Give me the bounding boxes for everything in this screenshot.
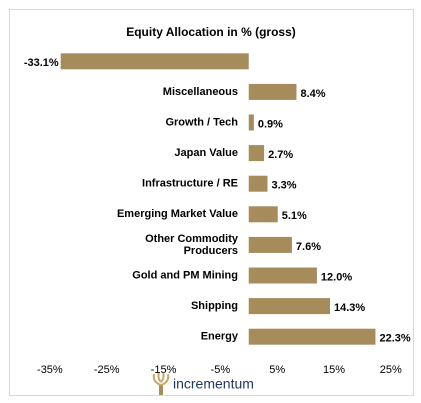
category-label: Growth / Tech bbox=[165, 116, 238, 128]
chart-frame bbox=[9, 9, 414, 396]
category-label: Japan Value bbox=[174, 147, 238, 159]
category-label: Emerging Market Value bbox=[117, 208, 238, 220]
category-label: Gold and PM Mining bbox=[132, 269, 238, 281]
bar bbox=[248, 267, 317, 284]
logo-icon bbox=[152, 372, 170, 395]
bar bbox=[248, 236, 292, 253]
bar bbox=[248, 175, 268, 192]
x-tick-label: -5% bbox=[211, 364, 231, 376]
bar bbox=[248, 206, 278, 223]
bar bbox=[248, 114, 254, 131]
chart-title: Equity Allocation in % (gross) bbox=[126, 25, 296, 39]
category-label: Other Commodity Producers bbox=[145, 233, 239, 257]
value-label: 12.0% bbox=[321, 271, 352, 283]
x-tick-label: 5% bbox=[269, 364, 285, 376]
value-label: 5.1% bbox=[282, 210, 307, 222]
bar bbox=[248, 328, 376, 345]
logo-text: incrementum bbox=[173, 376, 254, 392]
x-tick-label: 15% bbox=[323, 364, 345, 376]
value-label: 0.9% bbox=[258, 118, 283, 130]
value-label: 2.7% bbox=[268, 149, 293, 161]
value-label: 3.3% bbox=[272, 180, 297, 192]
x-tick-label: 25% bbox=[380, 364, 402, 376]
bar bbox=[248, 145, 265, 162]
bar bbox=[248, 298, 330, 315]
value-label: 7.6% bbox=[296, 241, 321, 253]
x-tick-label: -25% bbox=[94, 364, 120, 376]
bar bbox=[60, 53, 249, 70]
bar bbox=[248, 83, 297, 100]
category-label: Miscellaneous bbox=[163, 86, 238, 98]
value-label: 14.3% bbox=[334, 302, 365, 314]
category-label: Energy bbox=[201, 331, 239, 343]
x-tick-label: -35% bbox=[37, 364, 63, 376]
x-tick-label: -15% bbox=[151, 364, 177, 376]
value-label: -33.1% bbox=[24, 57, 59, 69]
value-label: 8.4% bbox=[300, 88, 325, 100]
category-label: Infrastructure / RE bbox=[142, 178, 238, 190]
value-label: 22.3% bbox=[379, 333, 410, 345]
category-label: Shipping bbox=[191, 300, 238, 312]
